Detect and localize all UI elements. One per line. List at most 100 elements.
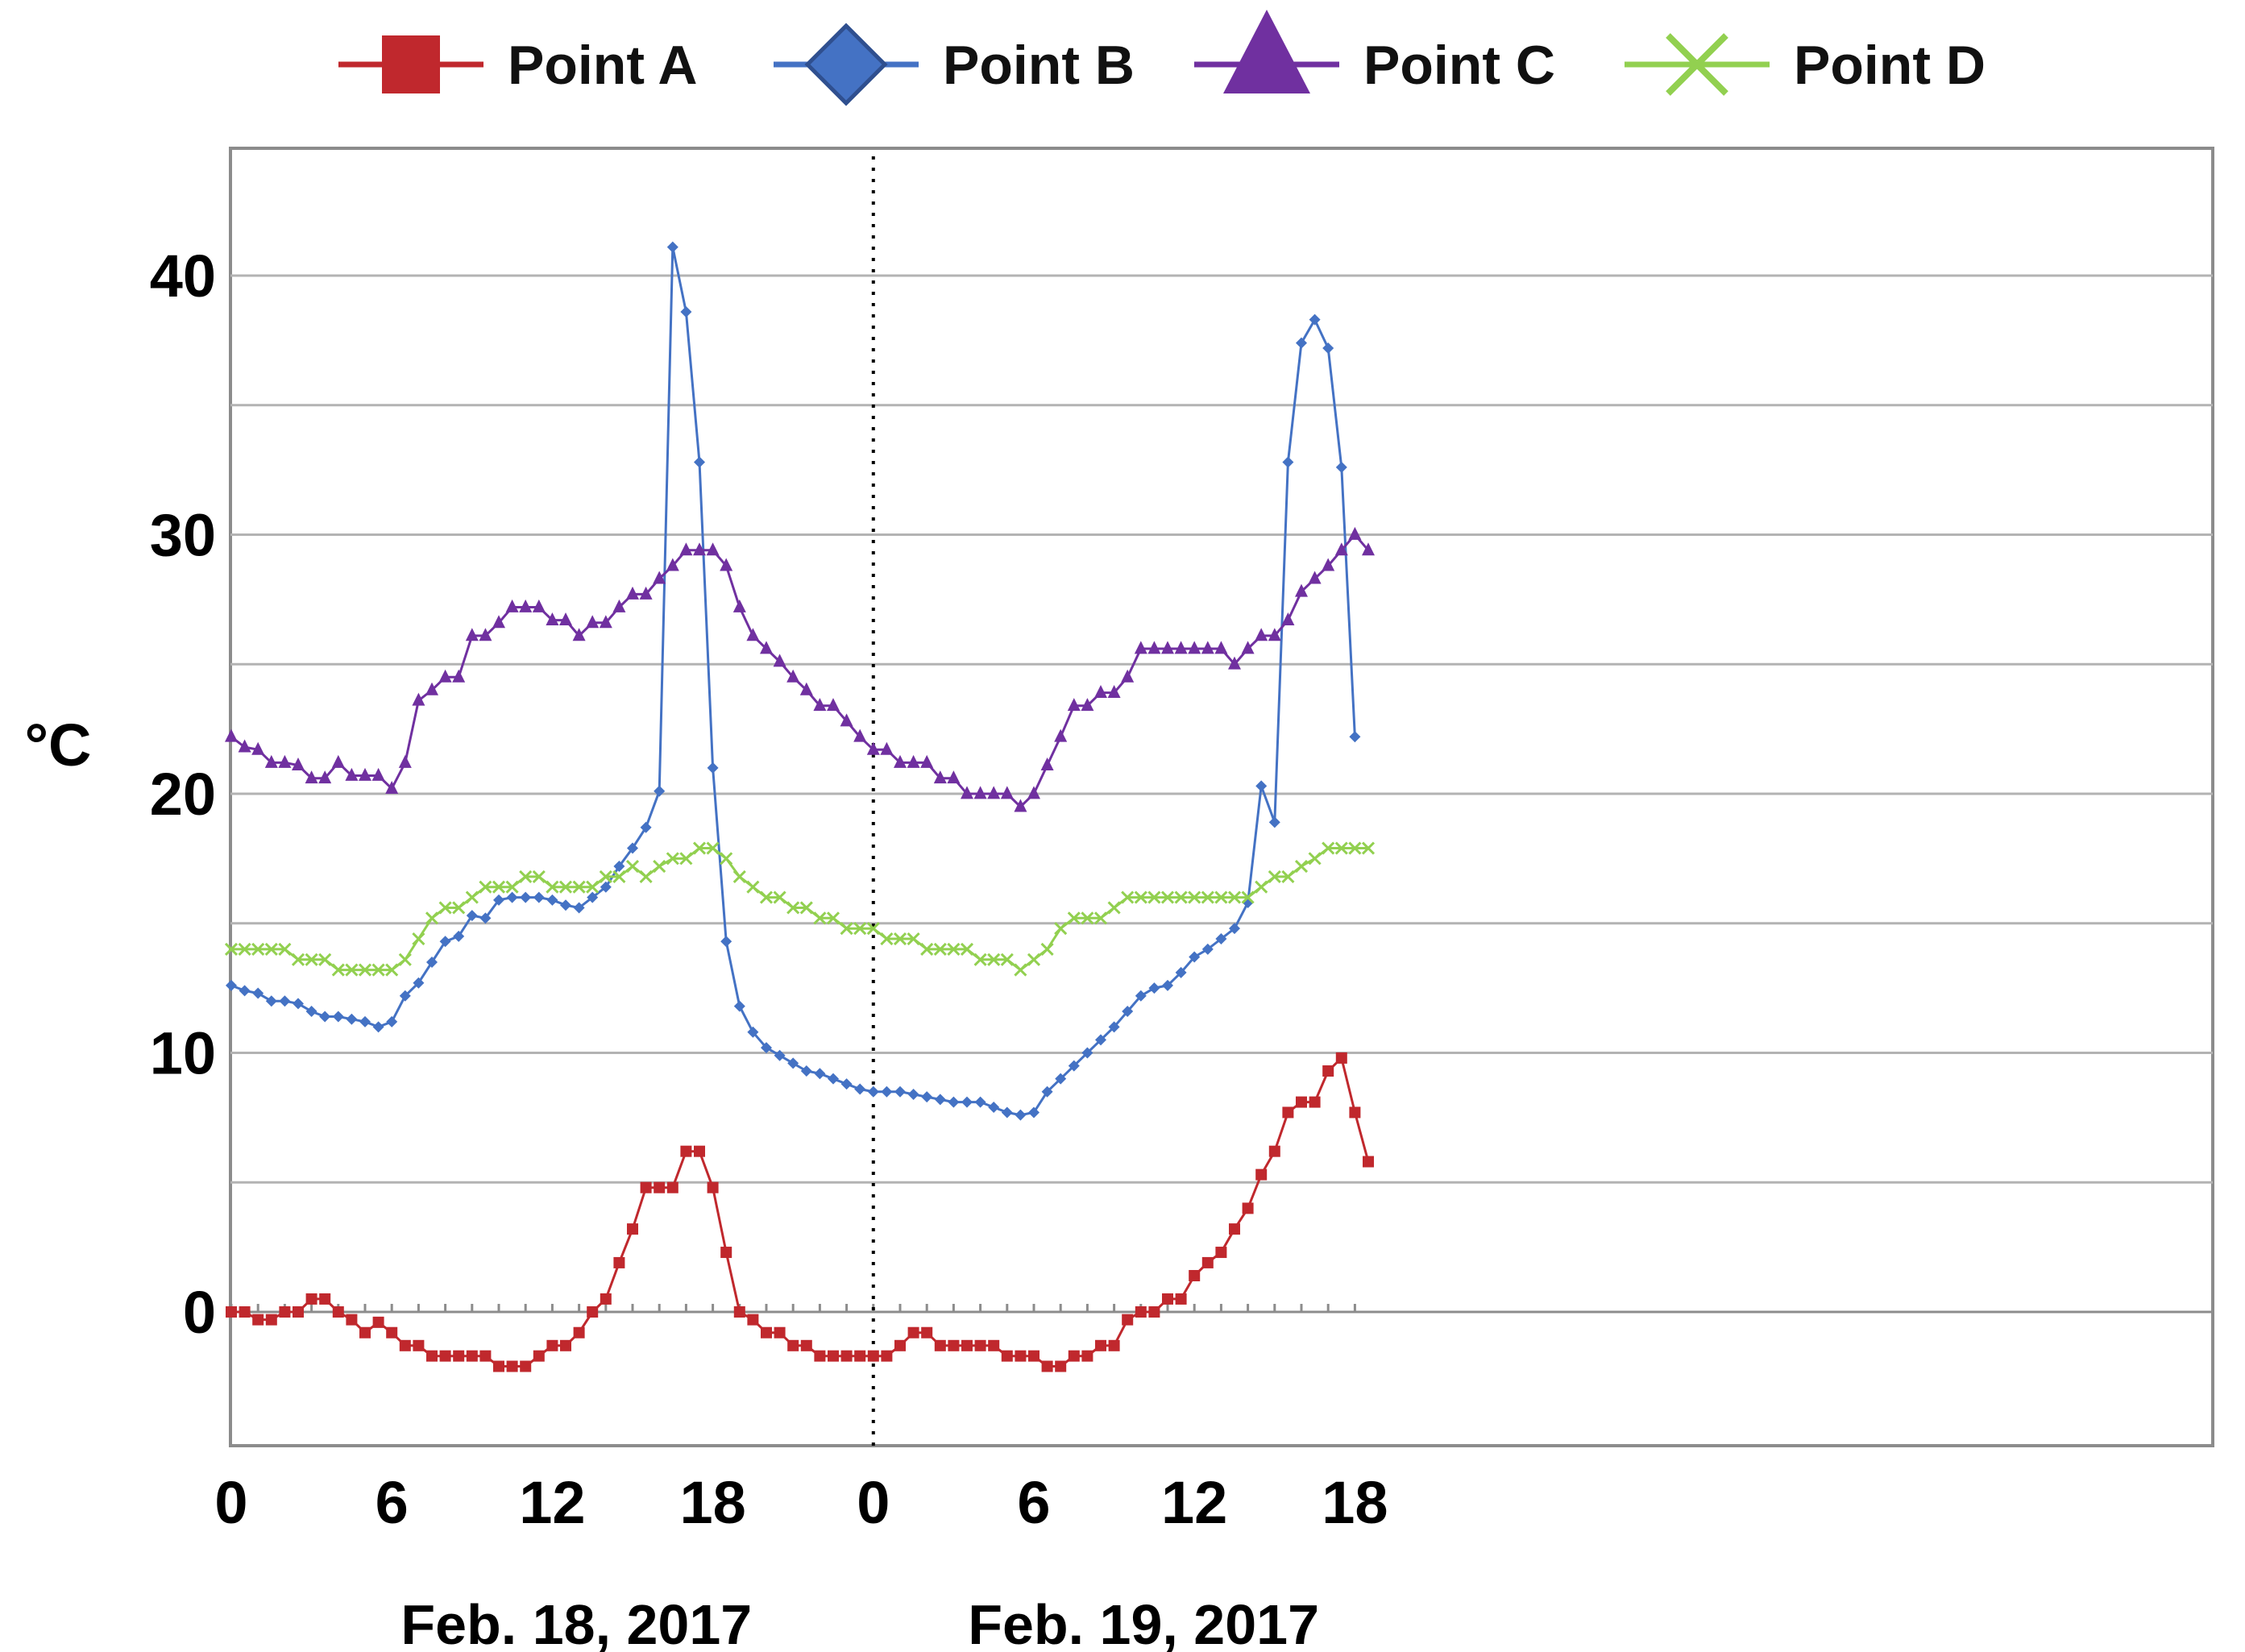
data-point xyxy=(639,870,653,883)
data-point xyxy=(492,880,506,894)
data-point xyxy=(359,1015,371,1027)
data-point xyxy=(305,1293,317,1305)
data-point xyxy=(466,910,478,922)
data-point xyxy=(733,1306,745,1318)
y-tick-label: 30 xyxy=(150,502,216,569)
data-point xyxy=(292,758,305,771)
data-point xyxy=(1027,953,1041,966)
data-point xyxy=(1162,979,1173,991)
data-point xyxy=(640,821,652,833)
data-point xyxy=(1334,542,1348,556)
data-point xyxy=(733,1000,745,1012)
data-point xyxy=(587,891,599,903)
data-point xyxy=(988,1102,1000,1114)
data-point xyxy=(371,767,385,781)
data-point xyxy=(1067,911,1081,925)
data-point xyxy=(894,1085,906,1098)
data-point xyxy=(546,894,558,906)
data-point xyxy=(331,754,345,768)
data-point xyxy=(1160,890,1175,904)
data-point xyxy=(920,942,934,956)
data-point xyxy=(1135,990,1147,1002)
legend-marker xyxy=(804,23,888,106)
data-point xyxy=(694,456,705,468)
data-point xyxy=(720,936,732,948)
data-point xyxy=(1135,1306,1147,1318)
data-point xyxy=(332,1011,344,1023)
data-point xyxy=(774,1326,786,1339)
data-point xyxy=(359,1326,371,1339)
data-point xyxy=(747,1026,759,1038)
data-point xyxy=(893,932,907,946)
data-point xyxy=(947,942,961,956)
data-point xyxy=(974,1096,986,1108)
data-point xyxy=(560,1339,571,1351)
legend-marker xyxy=(1666,33,1728,96)
data-point xyxy=(760,641,773,654)
data-point xyxy=(961,1096,973,1108)
data-point xyxy=(732,870,746,883)
data-point xyxy=(493,894,504,906)
data-point xyxy=(907,1088,919,1100)
data-point xyxy=(1201,943,1214,955)
data-point xyxy=(386,1015,398,1027)
data-point xyxy=(238,739,251,753)
data-point xyxy=(345,767,359,781)
data-point xyxy=(894,754,907,768)
data-point xyxy=(505,599,519,612)
data-point xyxy=(1015,1350,1027,1362)
data-point xyxy=(828,1350,839,1362)
data-point xyxy=(1108,1339,1120,1351)
data-point xyxy=(1015,1109,1027,1121)
x-tick-label: 18 xyxy=(1322,1469,1388,1536)
data-point xyxy=(1201,641,1214,654)
data-point xyxy=(251,942,265,956)
data-point xyxy=(587,1306,599,1318)
data-point xyxy=(988,1339,1000,1351)
data-point xyxy=(1093,911,1108,925)
legend-label: Point A xyxy=(508,35,697,96)
legend-item-point-a: Point A xyxy=(338,35,697,96)
data-point xyxy=(693,542,706,556)
data-point xyxy=(746,880,760,894)
data-point xyxy=(426,956,438,968)
data-point xyxy=(251,741,265,755)
data-point xyxy=(519,870,533,883)
data-point xyxy=(1054,922,1068,936)
data-point xyxy=(1322,558,1335,571)
x-axis-tick-labels: 0 6 12 18 0 6 12 18 xyxy=(214,1469,1388,1536)
data-point xyxy=(1095,1034,1106,1046)
data-point xyxy=(226,1306,237,1318)
series-point-a xyxy=(226,1052,1374,1372)
data-point xyxy=(1229,923,1240,935)
data-point xyxy=(1121,669,1135,683)
data-point xyxy=(1334,841,1348,855)
data-point xyxy=(974,1339,986,1351)
y-tick-label: 20 xyxy=(150,761,216,828)
date-label: Feb. 19, 2017 xyxy=(968,1593,1319,1652)
date-label: Feb. 18, 2017 xyxy=(400,1593,752,1652)
data-point xyxy=(1081,1047,1093,1059)
data-point xyxy=(626,586,639,600)
data-point xyxy=(666,1181,678,1193)
data-point xyxy=(1122,1314,1134,1326)
data-point xyxy=(774,1049,786,1061)
data-point xyxy=(907,932,920,946)
data-point xyxy=(799,682,813,695)
data-point xyxy=(666,852,679,865)
data-point xyxy=(1242,1202,1254,1214)
data-point xyxy=(747,1314,759,1326)
data-point xyxy=(453,930,465,942)
data-point xyxy=(654,1181,666,1193)
data-point xyxy=(599,615,612,629)
data-point xyxy=(1255,628,1268,641)
data-point xyxy=(1055,1073,1067,1085)
data-point xyxy=(331,963,345,977)
data-point xyxy=(1335,461,1347,473)
data-point xyxy=(840,1350,853,1362)
data-point xyxy=(1147,641,1161,654)
data-point xyxy=(318,953,332,966)
data-point xyxy=(907,754,920,768)
data-point xyxy=(786,669,800,683)
